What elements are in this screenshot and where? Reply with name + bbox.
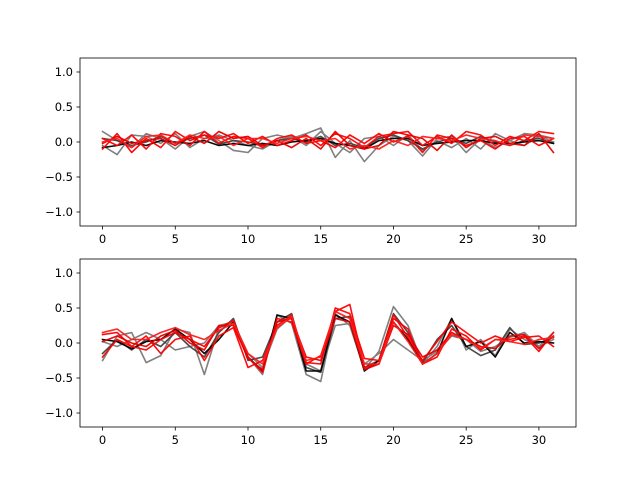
y-tick-label: 0.0 [55, 135, 73, 149]
y-tick-label: −1.0 [45, 406, 73, 420]
x-tick-label: 25 [459, 232, 474, 246]
y-tick-label: −0.5 [45, 371, 73, 385]
x-tick-label: 0 [99, 232, 106, 246]
x-tick-label: 20 [386, 433, 401, 447]
series-line-5 [101, 130, 555, 154]
series-line-3 [101, 314, 555, 372]
bottom-subplot: 0 5 10 15 20 25 30 −1.0 −0.5 0.0 0.5 1.0 [45, 258, 577, 447]
y-tick-label: 0.5 [55, 100, 73, 114]
series-line-7 [101, 134, 555, 150]
y-tick-label: −1.0 [45, 205, 73, 219]
series-group [101, 303, 555, 383]
y-tick-label: 1.0 [55, 266, 73, 280]
series-line-7 [101, 310, 555, 365]
y-tick-label: −0.5 [45, 170, 73, 184]
x-tick-label: 0 [99, 433, 106, 447]
x-tick-label: 5 [172, 232, 179, 246]
top-subplot: 0 5 10 15 20 25 30 −1.0 −0.5 0.0 0.5 1.0 [45, 57, 577, 246]
x-tick-label: 10 [241, 433, 256, 447]
series-line-1 [101, 130, 555, 156]
x-tick-label: 30 [532, 232, 547, 246]
x-tick-label: 5 [172, 433, 179, 447]
x-tick-label: 15 [313, 232, 328, 246]
y-tick-label: 0.5 [55, 301, 73, 315]
x-tick-label: 30 [532, 433, 547, 447]
x-tick-label: 25 [459, 433, 474, 447]
series-group [101, 127, 555, 163]
x-tick-label: 10 [241, 232, 256, 246]
x-tick-label: 15 [313, 433, 328, 447]
x-tick-label: 20 [386, 232, 401, 246]
y-tick-label: 1.0 [55, 65, 73, 79]
series-line-6 [101, 317, 555, 371]
y-tick-label: 0.0 [55, 336, 73, 350]
